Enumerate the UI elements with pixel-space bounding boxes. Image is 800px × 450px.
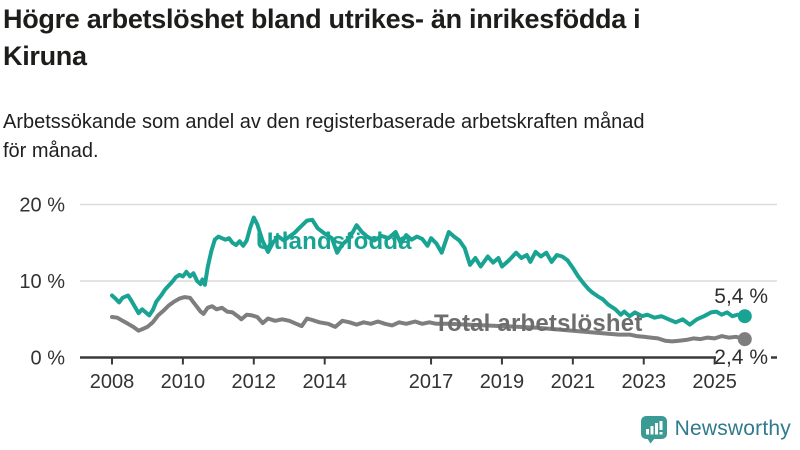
series-line-utlandsfodda xyxy=(110,215,747,327)
y-tick-label-0: 0 % xyxy=(31,348,66,370)
series-label-total-arbetsloshet: Total arbetslöshet xyxy=(434,310,643,337)
newsworthy-branding: Newsworthy xyxy=(640,414,791,444)
x-tick-label-2019: 2019 xyxy=(480,371,525,393)
end-dot-total-arbetsloshet xyxy=(737,332,752,347)
x-tick-label-2012: 2012 xyxy=(232,371,277,393)
title-line-1: Högre arbetslöshet bland utrikes- än inr… xyxy=(3,4,641,34)
x-tick-label-2021: 2021 xyxy=(551,371,596,393)
series-line-total-arbetsloshet xyxy=(110,295,747,344)
y-tick-label-10: 10 % xyxy=(19,271,65,293)
x-tick-label-2014: 2014 xyxy=(302,371,347,393)
x-tick-label-2025: 2025 xyxy=(692,371,737,393)
page-title: Högre arbetslöshet bland utrikes- än inr… xyxy=(3,1,797,75)
y-tick-label-20: 20 % xyxy=(19,195,65,217)
value-label-mask xyxy=(716,350,771,368)
bar-chart-bubble-icon xyxy=(640,415,667,443)
x-tick-label-2008: 2008 xyxy=(90,371,135,393)
end-value-label-utlandsfodda: 5,4 % xyxy=(714,285,768,308)
subtitle-line-2: för månad. xyxy=(3,140,99,162)
series-label-utlandsfodda: Utlandsfödda xyxy=(256,228,412,255)
end-value-label-total-arbetsloshet: 2,4 % xyxy=(714,346,768,369)
chart-subtitle: Arbetssökande som andel av den registerb… xyxy=(3,108,783,166)
end-dot-utlandsfodda xyxy=(737,309,752,324)
line-chart-canvas: 2008 2010 2012 2014 2017 2019 2021 2023 2025 0 % 1… xyxy=(19,195,777,393)
x-tick-label-2023: 2023 xyxy=(622,371,667,393)
line-chart: 2008 2010 2012 2014 2017 2019 2021 2023 2025 0 % 1… xyxy=(0,180,800,412)
title-line-2: Kiruna xyxy=(3,41,87,71)
brand-wordmark: Newsworthy xyxy=(674,417,791,440)
chart-header: Högre arbetslöshet bland utrikes- än inr… xyxy=(3,1,797,75)
x-tick-label-2017: 2017 xyxy=(409,371,454,393)
x-tick-label-2010: 2010 xyxy=(161,371,206,393)
subtitle-line-1: Arbetssökande som andel av den registerb… xyxy=(3,111,645,133)
